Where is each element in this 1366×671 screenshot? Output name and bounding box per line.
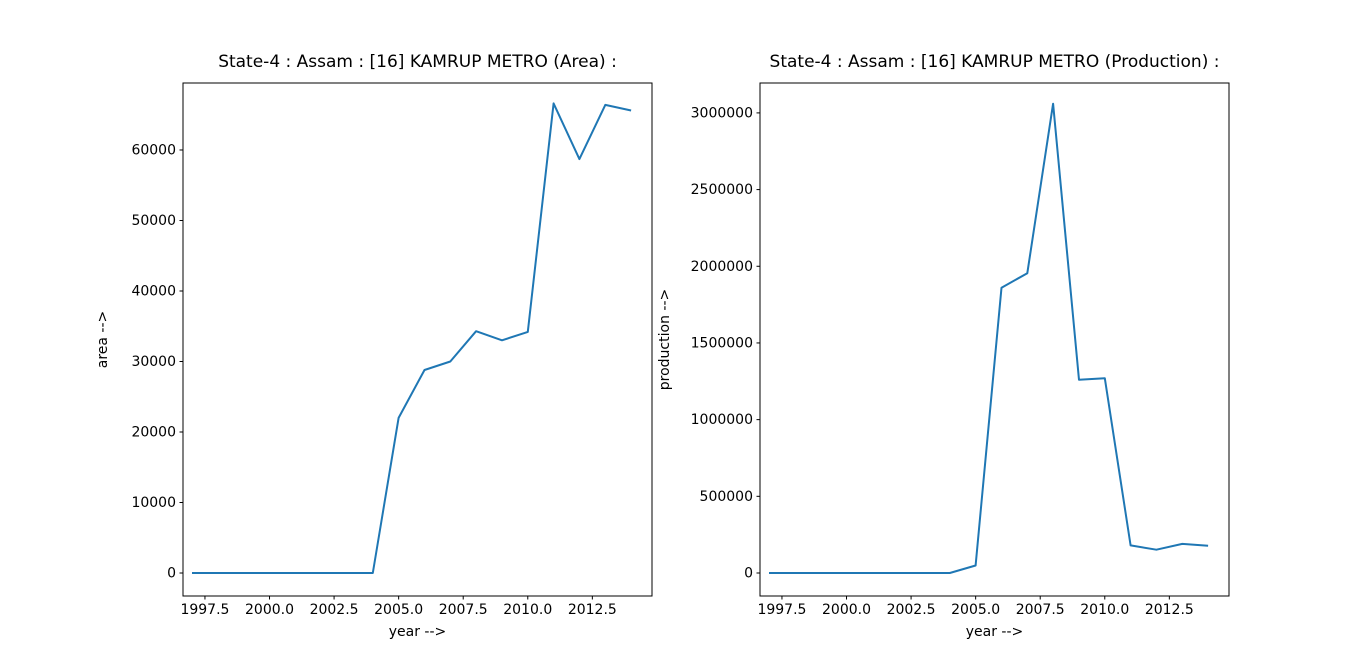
x-tick-label: 2005.0 — [374, 602, 423, 618]
y-tick-label: 10000 — [131, 495, 176, 511]
area-y-axis-ticks: 0 10000 20000 30000 40000 50000 60000 — [131, 142, 183, 582]
production-data-line — [769, 102, 1209, 574]
x-tick-label: 2012.5 — [1145, 602, 1194, 618]
x-tick-label: 2007.5 — [1016, 602, 1065, 618]
x-tick-label: 2010.0 — [503, 602, 552, 618]
y-tick-label: 0 — [744, 565, 753, 581]
x-tick-label: 2002.5 — [887, 602, 936, 618]
y-tick-label: 0 — [167, 566, 176, 582]
y-tick-label: 1000000 — [691, 412, 753, 428]
y-tick-label: 50000 — [131, 213, 176, 229]
y-tick-label: 20000 — [131, 425, 176, 441]
y-tick-label: 30000 — [131, 354, 176, 370]
area-data-line — [192, 102, 632, 574]
x-tick-label: 2012.5 — [568, 602, 617, 618]
x-tick-label: 1997.5 — [757, 602, 806, 618]
area-chart: State-4 : Assam : [16] KAMRUP METRO (Are… — [95, 52, 653, 640]
y-tick-label: 40000 — [131, 283, 176, 299]
area-x-axis-label: year --> — [389, 624, 447, 640]
x-tick-label: 1997.5 — [180, 602, 229, 618]
production-chart-title: State-4 : Assam : [16] KAMRUP METRO (Pro… — [770, 52, 1220, 72]
production-y-axis-label: production --> — [657, 289, 673, 390]
production-chart: State-4 : Assam : [16] KAMRUP METRO (Pro… — [657, 52, 1230, 640]
x-tick-label: 2005.0 — [951, 602, 1000, 618]
production-y-axis-ticks: 0 500000 1000000 1500000 2000000 2500000 30000… — [691, 105, 760, 581]
x-tick-label: 2000.0 — [245, 602, 294, 618]
x-tick-label: 2010.0 — [1080, 602, 1129, 618]
y-tick-label: 3000000 — [691, 105, 753, 121]
y-tick-label: 2000000 — [691, 259, 753, 275]
production-x-axis-label: year --> — [966, 624, 1024, 640]
x-tick-label: 2000.0 — [822, 602, 871, 618]
y-tick-label: 1500000 — [691, 335, 753, 351]
y-tick-label: 500000 — [700, 489, 753, 505]
y-tick-label: 60000 — [131, 142, 176, 158]
x-tick-label: 2002.5 — [310, 602, 359, 618]
y-tick-label: 2500000 — [691, 182, 753, 198]
x-tick-label: 2007.5 — [439, 602, 488, 618]
area-y-axis-label: area --> — [95, 311, 111, 369]
area-x-axis-ticks: 1997.5 2000.0 2002.5 2005.0 2007.5 2010.0 2012… — [180, 596, 617, 618]
area-plot-border — [182, 82, 653, 597]
production-plot-border — [759, 82, 1230, 597]
production-x-axis-ticks: 1997.5 2000.0 2002.5 2005.0 2007.5 2010.0 2012… — [757, 596, 1194, 618]
area-chart-title: State-4 : Assam : [16] KAMRUP METRO (Are… — [218, 52, 617, 72]
